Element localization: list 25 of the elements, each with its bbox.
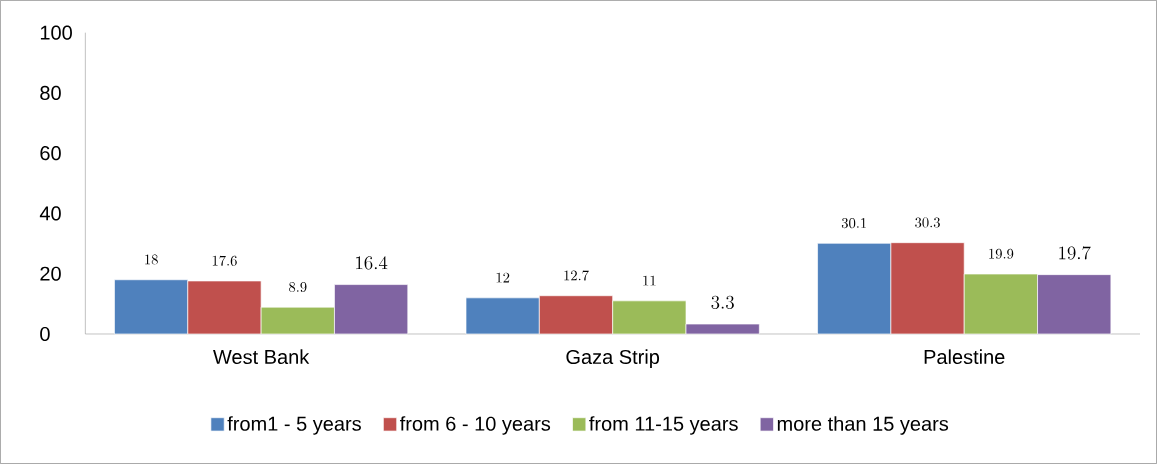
data-label: 12	[496, 272, 510, 283]
data-label: 30. 1	[841, 218, 866, 229]
legend-label: more than 15 years	[777, 416, 949, 435]
y-tick-label: 80	[40, 85, 61, 100]
x-tick-label: Palestine	[924, 349, 1005, 365]
data-label: 17.6	[212, 255, 237, 266]
y-tick-label: 0	[40, 326, 50, 342]
data-label: 12.7	[564, 270, 589, 281]
legend-label: from1 - 5 years	[227, 416, 361, 435]
x-tick-label: Gaza Strip	[566, 349, 660, 368]
data-label: 19.9	[989, 248, 1014, 259]
data-label: 3.3	[711, 295, 734, 309]
y-tick-label: 40	[39, 206, 61, 221]
data-label: 30.3	[915, 217, 940, 228]
y-tick-label: 60	[40, 146, 61, 161]
data-label: 16.4	[356, 256, 388, 270]
data-label: 11	[643, 275, 656, 286]
legend-label: from 6 - 10 years	[399, 416, 551, 435]
data-label: 8.9	[289, 282, 307, 293]
y-tick-label: 20	[40, 266, 61, 281]
data-label: 18	[145, 254, 158, 265]
y-tick-label: 100	[40, 25, 72, 40]
legend-label: from 11-15 years	[589, 416, 738, 435]
x-tick-label: West Bank	[213, 349, 310, 365]
data-label: 19.7	[1059, 246, 1091, 260]
